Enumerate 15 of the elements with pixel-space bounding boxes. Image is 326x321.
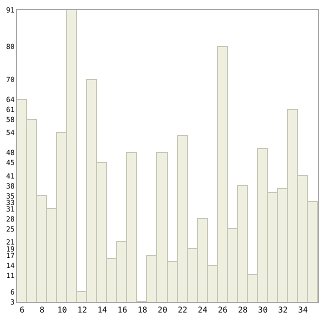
x-tick-label: 8 bbox=[40, 306, 45, 315]
x-tick-label: 16 bbox=[118, 306, 128, 315]
x-tick-label: 20 bbox=[158, 306, 168, 315]
x-tick-label: 18 bbox=[138, 306, 148, 315]
x-tick-label: 28 bbox=[238, 306, 248, 315]
x-tick-label: 6 bbox=[20, 306, 25, 315]
x-tick-label: 32 bbox=[278, 306, 288, 315]
x-tick-label: 14 bbox=[97, 306, 108, 315]
x-tick-label: 12 bbox=[77, 306, 88, 315]
x-tick-label: 26 bbox=[218, 306, 228, 315]
x-tick-label: 22 bbox=[178, 306, 188, 315]
x-tick-label: 34 bbox=[298, 306, 308, 315]
x-tick-label: 10 bbox=[57, 306, 68, 315]
x-tick-label: 24 bbox=[198, 306, 208, 315]
x-tick-label: 30 bbox=[258, 306, 268, 315]
